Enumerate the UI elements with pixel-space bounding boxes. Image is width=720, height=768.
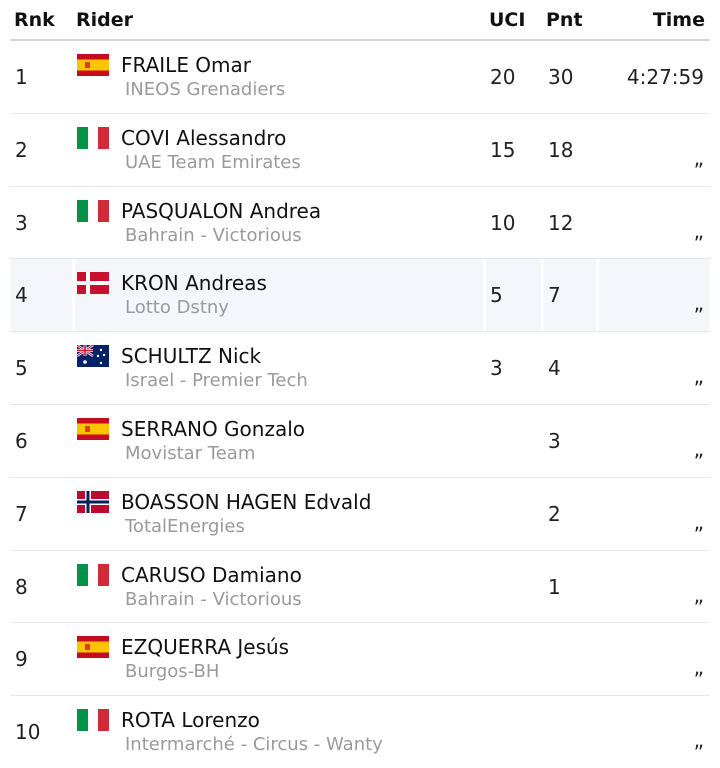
country-flag bbox=[77, 709, 109, 732]
rank: 9 bbox=[15, 647, 28, 672]
rank: 3 bbox=[15, 210, 28, 235]
rank: 5 bbox=[15, 356, 28, 381]
rank: 7 bbox=[15, 501, 28, 526]
country-flag bbox=[77, 563, 109, 586]
rank: 4 bbox=[15, 283, 28, 308]
team-name[interactable]: Bahrain - Victorious bbox=[125, 224, 302, 246]
row-rule bbox=[10, 331, 710, 333]
column-separator bbox=[72, 259, 75, 332]
team-name[interactable]: UAE Team Emirates bbox=[125, 151, 301, 173]
points: 30 bbox=[548, 65, 574, 89]
team-name[interactable]: Israel - Premier Tech bbox=[125, 370, 308, 392]
team-name[interactable]: Intermarché - Circus - Wanty bbox=[125, 734, 383, 756]
row-rule bbox=[10, 185, 710, 187]
uci-points: 10 bbox=[490, 210, 516, 235]
uci-points: 3 bbox=[490, 356, 503, 381]
time: „ bbox=[693, 509, 704, 534]
row-rule bbox=[10, 404, 710, 405]
header-uci: UCI bbox=[489, 9, 526, 31]
time: „ bbox=[693, 145, 704, 170]
points: 2 bbox=[548, 501, 561, 526]
country-flag bbox=[77, 490, 109, 513]
header-rule bbox=[10, 39, 710, 41]
rider-name[interactable]: EZQUERRA Jesús bbox=[121, 635, 290, 660]
time: „ bbox=[693, 582, 704, 607]
team-name[interactable]: Burgos-BH bbox=[125, 661, 220, 683]
header-rank: Rnk bbox=[14, 9, 55, 31]
points: 18 bbox=[548, 137, 574, 162]
time: „ bbox=[693, 655, 704, 680]
points: 3 bbox=[548, 429, 561, 453]
row-rule bbox=[10, 695, 710, 697]
rider-name[interactable]: BOASSON HAGEN Edvald bbox=[121, 489, 372, 514]
country-flag bbox=[77, 272, 109, 295]
country-flag bbox=[77, 126, 109, 149]
team-name[interactable]: Lotto Dstny bbox=[125, 297, 229, 319]
rider-name[interactable]: SERRANO Gonzalo bbox=[121, 417, 306, 441]
team-name[interactable]: TotalEnergies bbox=[125, 515, 245, 537]
uci-points: 5 bbox=[490, 283, 503, 308]
column-separator bbox=[541, 259, 544, 332]
rider-name[interactable]: SCHULTZ Nick bbox=[121, 344, 262, 369]
rider-name[interactable]: PASQUALON Andrea bbox=[121, 198, 322, 223]
team-name[interactable]: INEOS Grenadiers bbox=[125, 79, 286, 100]
row-highlight bbox=[10, 259, 710, 332]
rank: 2 bbox=[15, 137, 28, 162]
time: „ bbox=[693, 291, 704, 316]
time: „ bbox=[693, 728, 704, 753]
uci-points: 15 bbox=[490, 137, 516, 162]
rider-name[interactable]: FRAILE Omar bbox=[121, 53, 252, 77]
points: 12 bbox=[548, 210, 574, 235]
header-points: Pnt bbox=[546, 9, 583, 31]
country-flag bbox=[77, 199, 109, 222]
time: „ bbox=[693, 218, 704, 243]
time: „ bbox=[693, 437, 704, 461]
header-time: Time bbox=[652, 9, 705, 31]
rank: 1 bbox=[15, 65, 28, 89]
rider-name[interactable]: KRON Andreas bbox=[121, 271, 267, 296]
team-name[interactable]: Movistar Team bbox=[125, 443, 256, 464]
header-rider: Rider bbox=[76, 9, 133, 31]
row-rule bbox=[10, 549, 710, 551]
country-flag bbox=[77, 54, 109, 76]
country-flag bbox=[77, 345, 109, 368]
team-name[interactable]: Bahrain - Victorious bbox=[125, 588, 302, 610]
row-rule bbox=[10, 112, 710, 114]
points: 7 bbox=[548, 283, 561, 308]
row-rule bbox=[10, 476, 710, 478]
rider-name[interactable]: COVI Alessandro bbox=[121, 125, 287, 150]
time: „ bbox=[693, 364, 704, 389]
points: 1 bbox=[548, 574, 561, 599]
rider-name[interactable]: CARUSO Damiano bbox=[121, 562, 302, 587]
row-rule bbox=[10, 258, 710, 260]
rank: 6 bbox=[15, 429, 28, 453]
column-separator bbox=[596, 259, 599, 332]
points: 4 bbox=[548, 356, 561, 381]
country-flag bbox=[77, 636, 109, 659]
row-rule bbox=[10, 622, 710, 624]
column-separator bbox=[483, 259, 486, 332]
rider-name[interactable]: ROTA Lorenzo bbox=[121, 708, 260, 733]
rank: 8 bbox=[15, 574, 28, 599]
uci-points: 20 bbox=[490, 65, 516, 89]
rank: 10 bbox=[15, 720, 41, 745]
time: 4:27:59 bbox=[626, 65, 704, 89]
country-flag bbox=[77, 418, 109, 440]
